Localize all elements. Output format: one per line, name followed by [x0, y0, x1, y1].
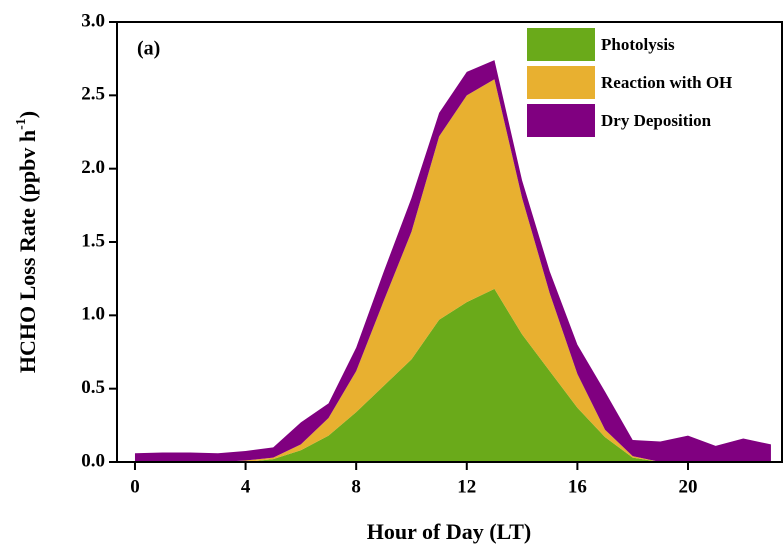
- y-tick-label: 2.0: [81, 157, 105, 178]
- y-tick-label: 1.0: [81, 304, 105, 325]
- legend-swatch: [527, 104, 595, 137]
- y-tick-label: 3.0: [81, 10, 105, 31]
- x-tick-label: 8: [351, 476, 361, 497]
- y-tick-label: 0.5: [81, 377, 105, 398]
- y-axis-title-end: ): [15, 111, 40, 118]
- y-tick-label: 1.5: [81, 230, 105, 251]
- y-tick-label: 2.5: [81, 84, 105, 105]
- area: [134, 79, 771, 462]
- legend-swatch: [527, 28, 595, 61]
- area: [134, 288, 771, 462]
- legend-label: Reaction with OH: [601, 73, 732, 92]
- y-tick-label: 0.0: [81, 450, 105, 471]
- x-tick-label: 4: [241, 476, 251, 497]
- legend-label: Dry Deposition: [601, 111, 712, 130]
- panel-label: (a): [137, 38, 160, 60]
- x-tick-label: 12: [457, 476, 476, 497]
- y-axis-title-text: HCHO Loss Rate (ppbv h: [15, 130, 40, 373]
- x-tick-label: 0: [130, 476, 140, 497]
- x-tick-label: 20: [678, 476, 697, 497]
- y-axis-title-sup: -1: [14, 118, 29, 130]
- legend-label: Photolysis: [601, 35, 675, 54]
- x-tick-label: 16: [568, 476, 587, 497]
- y-axis-title: HCHO Loss Rate (ppbv h-1): [14, 111, 40, 373]
- x-axis-title: Hour of Day (LT): [367, 519, 531, 544]
- legend-swatch: [527, 66, 595, 99]
- plot-area: [134, 60, 771, 463]
